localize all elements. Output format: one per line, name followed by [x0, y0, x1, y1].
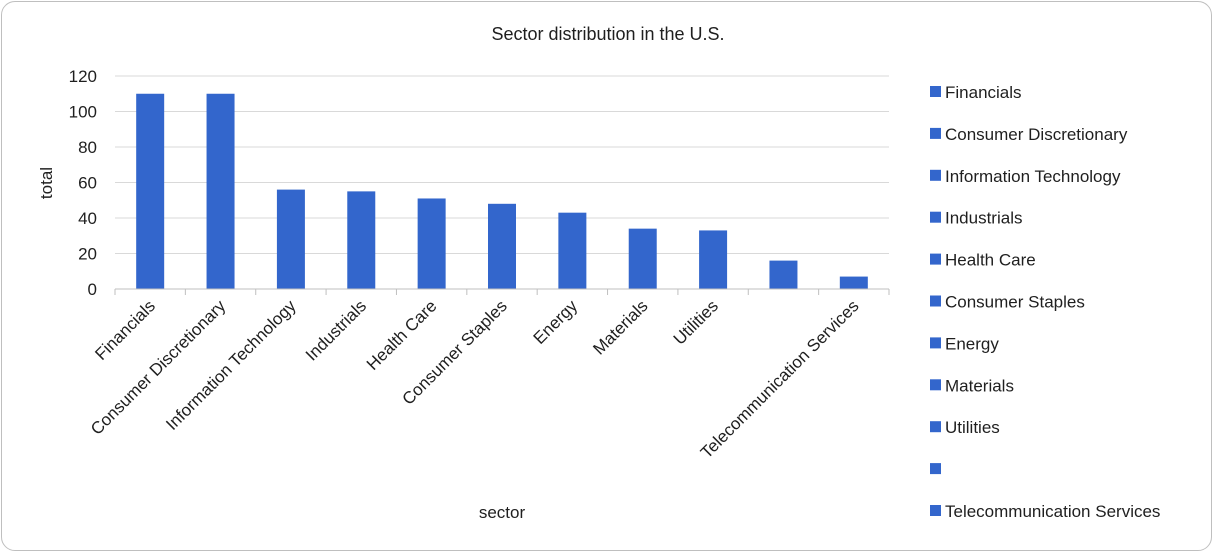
legend-swatch [930, 211, 941, 223]
legend-label: Consumer Discretionary [945, 125, 1128, 144]
bar [417, 198, 446, 289]
legend-label: Financials [945, 83, 1022, 102]
y-tick-label: 80 [78, 138, 97, 157]
y-tick-label: 20 [78, 245, 97, 264]
x-tick-label: Consumer Discretionary [87, 296, 230, 439]
legend-swatch [930, 169, 941, 181]
x-tick-label: Materials [589, 296, 651, 358]
bar [628, 228, 657, 289]
x-axis [114, 288, 890, 295]
legend-swatch [930, 127, 941, 139]
y-tick-label: 120 [69, 67, 97, 86]
x-tick-label: Financials [91, 296, 159, 364]
bars [136, 93, 868, 289]
x-tick-label: Information Technology [162, 296, 300, 434]
x-axis-title: sector [479, 503, 526, 522]
legend-swatch [930, 463, 941, 475]
x-tick-label: Telecommunication Services [697, 296, 863, 462]
x-tick-label: Industrials [302, 296, 370, 364]
legend-label: Energy [945, 334, 999, 353]
bar [558, 212, 587, 289]
y-tick-label: 100 [69, 103, 97, 122]
gridlines [115, 75, 889, 254]
chart-title: Sector distribution in the U.S. [491, 24, 724, 44]
legend-label: Information Technology [945, 167, 1121, 186]
legend-label: Consumer Staples [945, 293, 1085, 312]
legend-swatch [930, 421, 941, 433]
bar [699, 230, 728, 289]
legend-label: Utilities [945, 418, 1000, 437]
legend-swatch [930, 337, 941, 349]
bar [206, 93, 235, 289]
x-tick-label: Energy [530, 296, 582, 348]
legend-label: Telecommunication Services [945, 502, 1160, 521]
bar [488, 203, 516, 289]
y-axis-title: total [37, 167, 56, 199]
legend-label: Health Care [945, 251, 1036, 270]
legend-label: Industrials [945, 209, 1022, 228]
bar [769, 260, 798, 289]
legend-label: Materials [945, 376, 1014, 395]
y-axis-ticks: 0 20 40 60 80 100 120 [69, 67, 97, 299]
y-tick-label: 60 [78, 174, 97, 193]
x-tick-label: Utilities [670, 296, 722, 348]
y-tick-label: 0 [88, 280, 97, 299]
bar [347, 191, 376, 289]
y-tick-label: 40 [78, 209, 97, 228]
legend-swatch [930, 295, 941, 307]
x-tick-label: Health Care [363, 296, 441, 374]
legend-swatch [930, 253, 941, 265]
legend-swatch [930, 505, 941, 516]
legend-swatch [930, 86, 941, 97]
legend-swatch [930, 379, 941, 391]
bar [136, 93, 165, 289]
bar [276, 189, 305, 289]
bar [839, 276, 868, 289]
legend: Financials Consumer Discretionary Informat… [930, 83, 1160, 521]
